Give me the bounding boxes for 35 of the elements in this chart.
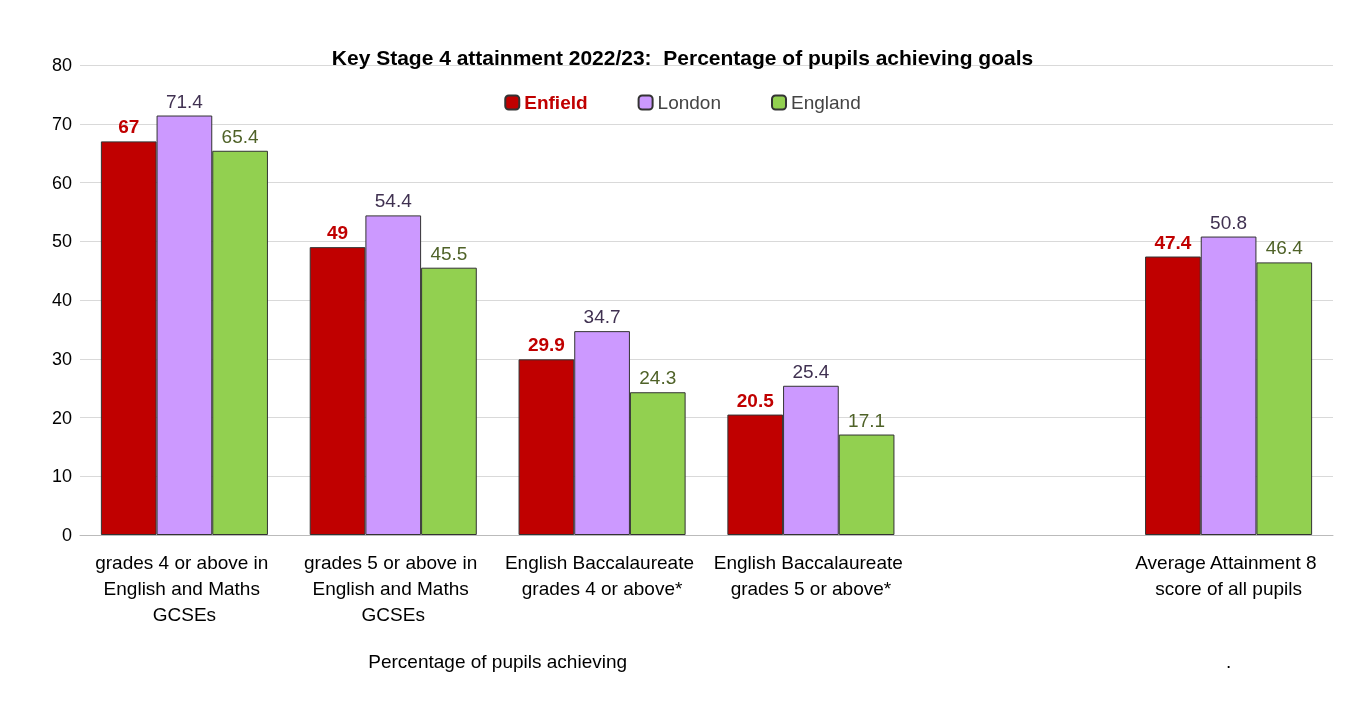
data-label: 45.5 — [430, 242, 468, 264]
y-tick-label: 60 — [51, 172, 72, 193]
text: . — [1225, 651, 1232, 672]
y-tick-label: 0 — [61, 525, 72, 545]
data-label: 17.1 — [848, 409, 886, 431]
x-tick-label: grades 5 or above in English and Maths GCSEs — [303, 551, 483, 625]
chart-title: Key Stage 4 attainment 2022/23: Percentage of pupils achieving goals — [331, 46, 1034, 69]
data-label: 71.4 — [165, 90, 204, 112]
y-tick-label: 50 — [51, 231, 72, 252]
y-tick-label: 40 — [51, 290, 72, 310]
data-label: 25.4 — [792, 360, 830, 382]
x-tick-label: English Baccalaureate grades 4 or above* — [504, 551, 700, 599]
data-label: 29.9 — [527, 334, 565, 356]
legend-label: London — [657, 92, 722, 113]
y-tick-label: 10 — [51, 466, 72, 487]
data-label: 54.4 — [374, 190, 413, 212]
data-label: 49 — [326, 222, 349, 244]
data-label: 20.5 — [736, 389, 775, 411]
x-tick-label: English Baccalaureate grades 5 or above* — [713, 551, 909, 599]
data-label: 47.4 — [1154, 231, 1192, 253]
x-tick-label: Average Attainment 8 score of all pupils — [1135, 551, 1322, 599]
y-tick-label: 30 — [51, 348, 72, 369]
x-tick-label: grades 4 or above in English and Maths GCSEs — [95, 551, 274, 625]
data-label: 50.8 — [1210, 211, 1248, 233]
legend-label: England — [791, 92, 861, 113]
data-label: 65.4 — [221, 125, 260, 147]
y-tick-label: 20 — [51, 407, 72, 428]
data-label: 46.4 — [1265, 237, 1304, 259]
legend-label: Enfield — [524, 92, 588, 113]
data-label: 67 — [118, 116, 140, 138]
data-label: 34.7 — [583, 306, 621, 328]
y-tick-label: 70 — [51, 113, 72, 134]
y-tick-label: 80 — [51, 55, 72, 75]
text: Percentage of pupils achieving — [368, 651, 628, 672]
data-label: 24.3 — [639, 367, 677, 389]
